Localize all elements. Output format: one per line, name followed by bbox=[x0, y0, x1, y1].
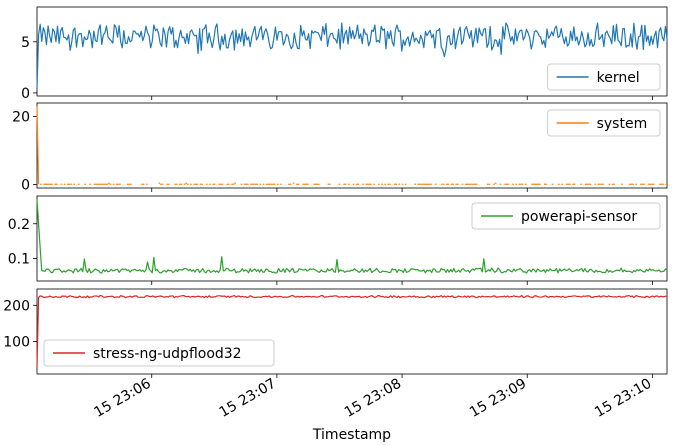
series-line-system bbox=[36, 106, 40, 184]
panel-2-frame bbox=[36, 102, 668, 189]
panel-1-frame bbox=[36, 6, 668, 97]
panel-3-frame bbox=[36, 195, 668, 282]
panel-2-ytick-label: 20 bbox=[12, 110, 30, 126]
legend-box-stress-ng-udpflood32 bbox=[43, 339, 275, 367]
legend-box-powerapi-sensor bbox=[471, 202, 661, 230]
panel-3-ytick-label: 0.2 bbox=[8, 217, 30, 233]
series-line-powerapi-sensor bbox=[36, 199, 668, 274]
panel-4-ytick-label: 200 bbox=[3, 298, 30, 314]
panel-4-frame bbox=[36, 288, 668, 375]
panel-1-ytick-label: 0 bbox=[21, 86, 30, 102]
legend-label-stress-ng-udpflood32: stress-ng-udpflood32 bbox=[93, 346, 242, 362]
panel-2-ytick-label: 0 bbox=[21, 178, 30, 194]
legend-label-kernel: kernel bbox=[597, 70, 640, 86]
panel-1-ytick-label: 5 bbox=[21, 35, 30, 51]
series-line-stress-ng-udpflood32 bbox=[36, 294, 668, 367]
legend-label-system: system bbox=[597, 116, 648, 132]
x-tick-label: 15 23:08 bbox=[342, 376, 404, 421]
x-tick-label: 15 23:10 bbox=[592, 376, 654, 421]
panel-4-ytick-label: 100 bbox=[3, 334, 30, 350]
legend-label-powerapi-sensor: powerapi-sensor bbox=[521, 209, 637, 225]
x-tick-label: 15 23:06 bbox=[92, 376, 154, 421]
series-line-kernel bbox=[36, 22, 668, 88]
panel-3-ytick-label: 0.1 bbox=[8, 251, 30, 267]
x-axis-label: Timestamp bbox=[312, 427, 391, 443]
x-tick-label: 15 23:09 bbox=[467, 376, 529, 421]
legend-box-kernel bbox=[547, 63, 661, 91]
legend-box-system bbox=[547, 109, 661, 137]
x-tick-label: 15 23:07 bbox=[217, 376, 279, 421]
